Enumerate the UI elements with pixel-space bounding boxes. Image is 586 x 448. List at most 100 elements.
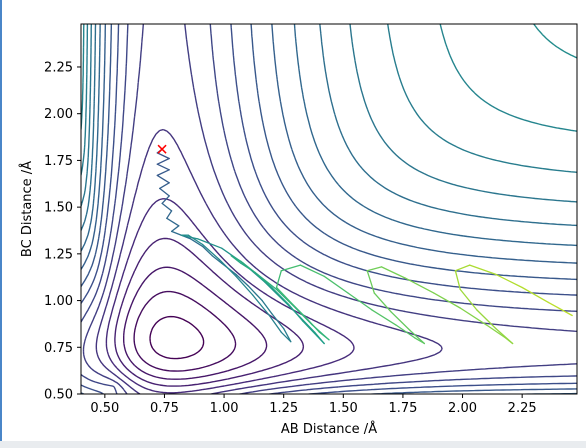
trajectory-segment — [252, 294, 271, 317]
contour-lines — [81, 24, 577, 394]
trajectory-segment — [201, 245, 213, 257]
y-tick-label: 1.00 — [44, 294, 73, 309]
trajectory-segment — [299, 264, 325, 277]
trajectory-segment — [395, 324, 416, 339]
trajectory-segment — [547, 301, 573, 317]
trajectory-segment — [454, 270, 461, 291]
x-tick-label: 1.00 — [210, 401, 239, 416]
contour-level — [81, 24, 577, 394]
trajectory-segment — [485, 324, 507, 339]
trajectory-segment — [156, 157, 170, 165]
trajectory-segment — [218, 258, 237, 277]
start-marker-group — [157, 144, 167, 154]
trajectory-segment — [156, 169, 170, 177]
y-axis-label: BC Distance /Å — [19, 161, 35, 257]
trajectory-path — [156, 148, 573, 345]
trajectory-segment — [409, 329, 426, 345]
y-tick-label: 2.25 — [44, 60, 73, 75]
trajectory-segment — [166, 217, 180, 227]
trajectory-segment — [316, 335, 325, 345]
x-axis-ticks: 0.50 0.75 1.00 1.25 1.50 1.75 2.00 2.25 — [90, 394, 537, 416]
trajectory-segment — [299, 316, 316, 333]
trajectory-segment — [166, 210, 173, 219]
trajectory-segment — [235, 275, 254, 296]
contour-level — [114, 237, 305, 387]
contour-level — [105, 198, 355, 394]
plot-frame — [80, 23, 578, 395]
trajectory-segment — [271, 312, 285, 330]
y-tick-label: 1.50 — [44, 201, 73, 216]
trajectory-segment — [159, 182, 170, 190]
contour-level — [82, 24, 577, 394]
trajectory-segment — [280, 264, 302, 272]
trajectory-segment — [275, 286, 292, 304]
x-tick-label: 1.25 — [269, 401, 298, 416]
trajectory-segment — [275, 270, 282, 289]
trajectory-segment — [459, 307, 488, 326]
trajectory-segment — [161, 202, 173, 212]
contour-level — [123, 266, 268, 380]
trajectory-segment — [156, 163, 170, 171]
trajectory-segment — [323, 275, 349, 294]
window-left-edge — [0, 0, 2, 448]
contour-level — [149, 315, 205, 360]
x-axis-label: AB Distance /Å — [281, 421, 377, 437]
x-tick-label: 1.50 — [329, 401, 358, 416]
trajectory-segment — [390, 311, 411, 332]
trajectory-segment — [230, 255, 242, 262]
trajectory-segment — [161, 195, 170, 205]
contour-level — [81, 24, 577, 394]
contour-level — [81, 24, 577, 252]
x-tick-label: 0.75 — [150, 401, 179, 416]
y-tick-label: 2.00 — [44, 107, 73, 122]
trajectory-segment — [404, 277, 435, 294]
y-tick-label: 1.75 — [44, 154, 73, 169]
trajectory-segment — [287, 303, 304, 322]
trajectory-segment — [235, 273, 249, 287]
trajectory-segment — [380, 266, 406, 279]
window-bottom-edge — [0, 441, 586, 448]
trajectory-segment — [318, 331, 330, 341]
trajectory-segment — [156, 174, 170, 184]
trajectory-segment — [261, 299, 273, 315]
trajectory-segment — [366, 266, 383, 272]
trajectory-segment — [256, 273, 278, 291]
contour-level — [81, 24, 577, 231]
trajectory-segment — [180, 234, 199, 240]
trajectory-segment — [495, 327, 514, 345]
trajectory-segment — [201, 243, 220, 261]
trajectory-segment — [454, 264, 471, 272]
contour-level — [95, 128, 443, 394]
trajectory-segment — [190, 238, 204, 248]
y-tick-label: 0.75 — [44, 341, 73, 356]
plot-background — [81, 24, 577, 394]
trajectory-segment — [290, 301, 309, 320]
trajectory-segment — [170, 225, 180, 233]
trajectory-segment — [459, 288, 478, 311]
trajectory-segment — [280, 331, 292, 343]
contour-level — [81, 24, 577, 132]
x-tick-label: 2.00 — [448, 401, 477, 416]
trajectory-segment — [156, 152, 170, 160]
trajectory-segment — [469, 264, 497, 276]
trajectory-segment — [521, 286, 550, 304]
trajectory-segment — [197, 238, 223, 249]
trajectory-segment — [302, 320, 318, 337]
trajectory-segment — [476, 309, 497, 330]
trajectory-segment — [240, 260, 259, 276]
contour-level — [532, 24, 577, 59]
y-tick-label: 0.50 — [44, 388, 73, 403]
trajectory-segment — [371, 309, 397, 326]
trajectory-segment — [159, 187, 170, 197]
contour-level — [81, 24, 577, 394]
trajectory-segment — [271, 286, 290, 305]
y-tick-label: 1.25 — [44, 247, 73, 262]
y-axis-ticks: 0.50 0.75 1.00 1.25 1.50 1.75 2.00 2.25 — [44, 60, 81, 403]
trajectory-segment — [247, 284, 263, 302]
start-marker — [157, 144, 167, 154]
x-tick-label: 2.25 — [508, 401, 537, 416]
contour-level — [81, 24, 577, 394]
x-tick-label: 0.50 — [90, 401, 119, 416]
contour-level — [133, 290, 237, 372]
